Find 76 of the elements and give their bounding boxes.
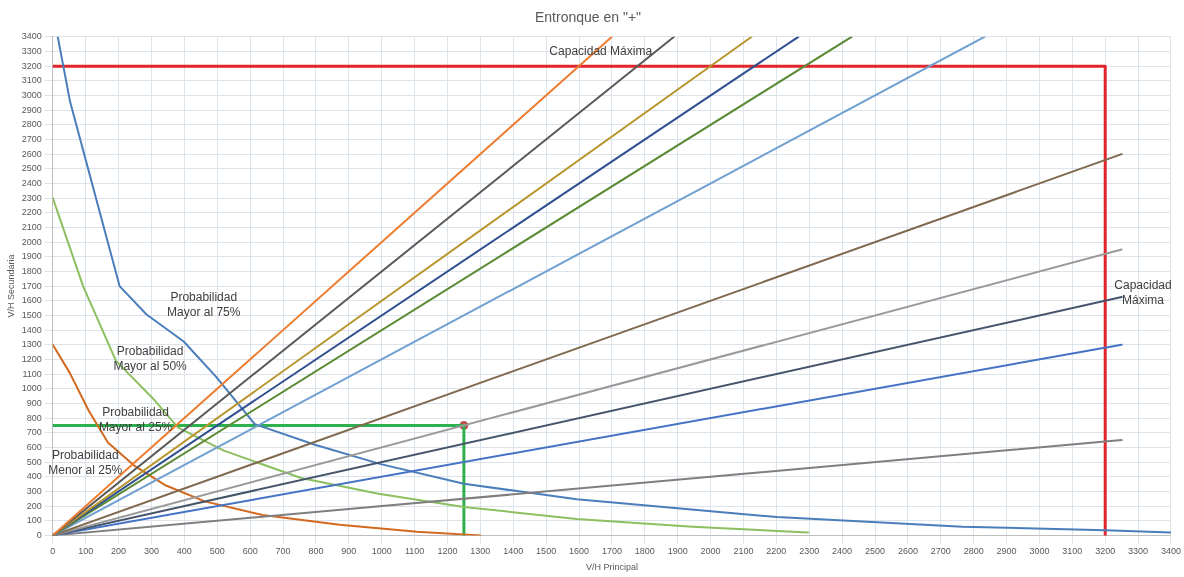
x-tick-label: 400 xyxy=(176,546,192,557)
y-tick-label: 1000 xyxy=(21,383,42,394)
x-tick-label: 2300 xyxy=(799,546,820,557)
y-tick-label: 900 xyxy=(26,397,42,408)
x-tick-label: 3200 xyxy=(1095,546,1116,557)
x-tick-label: 2200 xyxy=(766,546,787,557)
x-tick-label: 1100 xyxy=(404,546,425,557)
x-tick-label: 200 xyxy=(111,546,127,557)
y-tick-label: 400 xyxy=(26,471,42,482)
y-tick-label: 1400 xyxy=(21,324,42,335)
x-tick-label: 1600 xyxy=(569,546,590,557)
x-tick-label: 700 xyxy=(275,546,291,557)
x-tick-label: 500 xyxy=(209,546,225,557)
y-tick-label: 2900 xyxy=(21,104,42,115)
y-tick-label: 2700 xyxy=(21,133,42,144)
x-axis-title: V/H Principal xyxy=(585,562,638,573)
x-tick-label: 2100 xyxy=(733,546,754,557)
y-tick-label: 2800 xyxy=(21,119,42,130)
x-tick-label: 900 xyxy=(341,546,357,557)
y-tick-label: 0 xyxy=(36,529,42,540)
y-tick-label: 1800 xyxy=(21,265,42,276)
annotation: Capacidad Máxima xyxy=(1114,278,1172,308)
y-tick-label: 2300 xyxy=(21,192,42,203)
y-tick-label: 2600 xyxy=(21,148,42,159)
y-tick-label: 1700 xyxy=(21,280,42,291)
x-tick-label: 800 xyxy=(308,546,324,557)
x-tick-label: 2000 xyxy=(700,546,721,557)
y-tick-label: 3000 xyxy=(21,89,42,100)
y-tick-label: 2500 xyxy=(21,163,42,174)
y-tick-label: 500 xyxy=(26,456,42,467)
x-tick-label: 1400 xyxy=(503,546,524,557)
x-tick-label: 3300 xyxy=(1128,546,1149,557)
y-tick-label: 200 xyxy=(26,500,42,511)
chart-title: Entronque en "+" xyxy=(534,9,642,26)
y-tick-label: 3400 xyxy=(21,31,42,42)
x-tick-label: 3400 xyxy=(1160,546,1181,557)
y-tick-label: 700 xyxy=(26,427,42,438)
x-tick-label: 1300 xyxy=(470,546,491,557)
y-tick-label: 2100 xyxy=(21,221,42,232)
x-tick-label: 100 xyxy=(78,546,94,557)
x-tick-label: 2500 xyxy=(864,546,886,557)
y-tick-label: 3100 xyxy=(21,75,42,86)
annotation: Probabilidad Mayor al 75% xyxy=(167,289,241,319)
y-tick-label: 1500 xyxy=(21,309,42,320)
y-tick-label: 100 xyxy=(26,515,42,526)
x-tick-label: 1000 xyxy=(371,546,392,557)
y-tick-label: 1300 xyxy=(21,339,42,350)
y-axis-title: V/H Secundaria xyxy=(5,254,16,318)
x-tick-label: 3000 xyxy=(1029,546,1050,557)
y-tick-label: 2200 xyxy=(21,207,42,218)
y-tick-label: 3200 xyxy=(21,60,42,71)
y-tick-label: 2000 xyxy=(21,236,42,247)
y-tick-label: 1100 xyxy=(22,368,42,379)
x-tick-label: 300 xyxy=(143,546,159,557)
x-tick-label: 1200 xyxy=(437,546,458,557)
x-tick-label: 3100 xyxy=(1062,546,1083,557)
y-tick-label: 3300 xyxy=(21,45,42,56)
x-tick-label: 600 xyxy=(242,546,258,557)
x-tick-label: 1700 xyxy=(601,546,622,557)
x-tick-label: 2600 xyxy=(897,546,918,557)
x-tick-label: 2800 xyxy=(963,546,984,557)
annotation: Probabilidad Menor al 25% xyxy=(48,447,123,477)
x-tick-label: 2700 xyxy=(930,546,951,557)
x-tick-label: 1900 xyxy=(667,546,688,557)
x-tick-label: 2900 xyxy=(996,546,1017,557)
x-tick-label: 0 xyxy=(50,546,56,557)
y-tick-label: 600 xyxy=(26,441,42,452)
y-tick-label: 800 xyxy=(26,412,42,423)
y-tick-label: 1200 xyxy=(21,353,42,364)
y-tick-label: 300 xyxy=(26,485,42,496)
x-tick-label: 2400 xyxy=(832,546,853,557)
x-tick-label: 1800 xyxy=(634,546,655,557)
y-tick-label: 2400 xyxy=(21,177,42,188)
y-tick-label: 1900 xyxy=(21,251,42,262)
x-tick-label: 1500 xyxy=(536,546,557,557)
y-tick-label: 1600 xyxy=(21,295,42,306)
